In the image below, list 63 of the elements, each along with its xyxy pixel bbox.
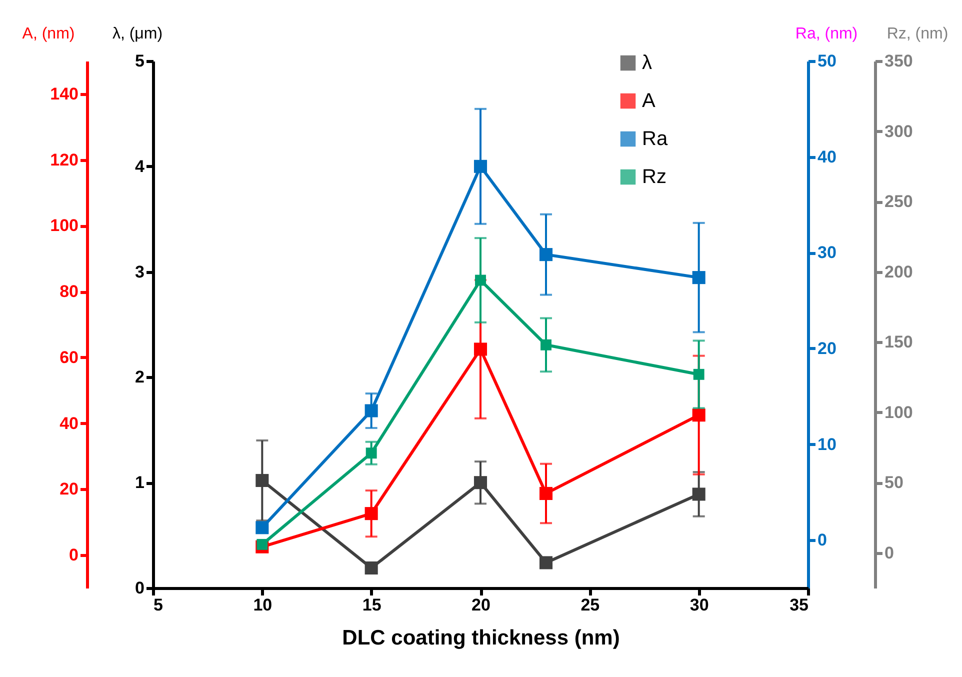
x-tick-label: 35 <box>790 596 808 614</box>
y-tick-label: 100 <box>884 402 913 422</box>
y2-tick-label: 140 <box>50 84 78 104</box>
point <box>256 538 268 550</box>
x-tick-label: 20 <box>472 596 490 614</box>
point <box>364 507 378 520</box>
point <box>364 404 378 418</box>
point <box>540 339 552 350</box>
y2-tick-label: 0 <box>69 546 78 565</box>
point <box>539 248 553 262</box>
point <box>692 271 706 284</box>
y3-tick-label: 30 <box>818 243 836 262</box>
legend-label: Rz <box>642 166 666 188</box>
point <box>693 368 704 380</box>
point <box>364 561 378 574</box>
y-tick-label: 5 <box>135 52 144 70</box>
y2-tick-label: 120 <box>50 150 78 170</box>
y-tick-label: 200 <box>884 262 913 282</box>
point <box>256 474 269 488</box>
point <box>539 486 553 500</box>
y2-tick-label: 60 <box>60 348 78 367</box>
y3-tick-label: 10 <box>818 434 836 454</box>
y-tick-label: 300 <box>884 122 913 141</box>
y-tick-label: 4 <box>135 156 146 176</box>
legend-label: λ <box>642 52 652 74</box>
y-tick-label: 1 <box>135 473 144 492</box>
y3-tick-label: 50 <box>818 52 836 70</box>
y-tick-label: 150 <box>884 332 913 352</box>
y2-tick-label: 80 <box>60 282 78 302</box>
point <box>474 476 488 490</box>
y-axis-title: Rz, (nm) <box>886 26 948 42</box>
point <box>474 160 488 173</box>
point <box>692 408 706 422</box>
y3-tick-label: 40 <box>818 147 836 166</box>
y-tick-label: 3 <box>135 262 144 282</box>
y2-axis-title: A, (nm) <box>22 26 75 42</box>
point <box>692 488 706 501</box>
y2-tick-label: 20 <box>60 480 78 499</box>
legend-label: Ra <box>642 128 668 150</box>
point <box>475 274 486 286</box>
point <box>366 448 377 459</box>
y-tick-label: 0 <box>884 543 894 562</box>
y2-tick-label: 40 <box>60 414 78 433</box>
y3-axis-title: Ra, (nm) <box>795 26 858 42</box>
y-axis-title: λ, (μm) <box>112 26 163 42</box>
x-tick-label: 15 <box>362 596 382 614</box>
y2-tick-label: 100 <box>50 216 78 236</box>
point <box>256 521 269 534</box>
y3-tick-label: 20 <box>818 338 836 358</box>
point <box>539 556 553 570</box>
legend-label: A <box>642 90 656 112</box>
y-tick-label: 2 <box>135 368 144 387</box>
y-tick-label: 350 <box>884 52 913 70</box>
y-tick-label: 50 <box>884 473 904 492</box>
x-tick-label: 25 <box>580 596 600 614</box>
x-tick-label: 30 <box>690 596 709 614</box>
x-tick-label: 5 <box>154 596 163 614</box>
y-tick-label: 250 <box>884 192 913 212</box>
y3-tick-label: 0 <box>818 530 827 550</box>
y-tick-label: 0 <box>135 578 144 598</box>
point <box>474 342 488 356</box>
x-axis-title: DLC coating thickness (nm) <box>342 626 620 650</box>
x-tick-label: 10 <box>253 596 272 614</box>
